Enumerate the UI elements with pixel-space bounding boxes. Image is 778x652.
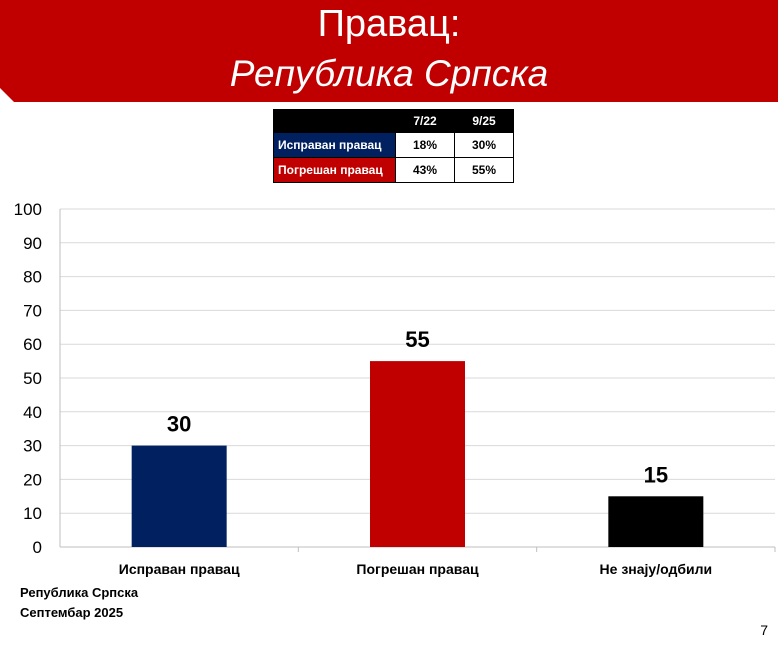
y-tick-label: 80 bbox=[23, 268, 42, 287]
y-tick-label: 40 bbox=[23, 403, 42, 422]
bar bbox=[370, 361, 465, 547]
data-label: 15 bbox=[644, 462, 668, 487]
table-cell: 30% bbox=[454, 132, 514, 158]
table-cell: 18% bbox=[395, 132, 455, 158]
y-tick-label: 30 bbox=[23, 437, 42, 456]
table-row-label: Погрешан правац bbox=[273, 157, 396, 183]
x-tick-label: Не знају/одбили bbox=[600, 561, 713, 577]
y-tick-label: 70 bbox=[23, 301, 42, 320]
page-subtitle: Република Српска bbox=[229, 53, 549, 94]
table-column-header: 7/22 bbox=[395, 109, 455, 133]
table-cell: 55% bbox=[454, 157, 514, 183]
table-column-header: 9/25 bbox=[454, 109, 514, 133]
y-tick-label: 20 bbox=[23, 470, 42, 489]
table-row: Погрешан правац 43% 55% bbox=[273, 157, 514, 183]
comparison-table: 7/22 9/25 Исправан правац 18% 30% Погреш… bbox=[273, 109, 514, 183]
bar-chart: 0 10 20 30 40 50 60 70 80 90 100 30 Исправан правац 5… bbox=[14, 200, 776, 577]
footer-date: Септембар 2025 bbox=[20, 605, 124, 620]
y-tick-label: 90 bbox=[23, 234, 42, 253]
y-tick-label: 50 bbox=[23, 369, 42, 388]
x-tick-label: Исправан правац bbox=[119, 561, 240, 577]
x-tick-label: Погрешан правац bbox=[356, 561, 479, 577]
y-tick-label: 0 bbox=[33, 538, 42, 557]
table-row: Исправан правац 18% 30% bbox=[273, 132, 514, 158]
title-banner bbox=[0, 0, 778, 102]
y-tick-label: 100 bbox=[14, 200, 42, 219]
page-title: Правац: bbox=[317, 3, 461, 45]
table-corner-cell bbox=[273, 109, 396, 133]
bar bbox=[608, 496, 704, 547]
table-row-label: Исправан правац bbox=[273, 132, 396, 158]
page-number: 7 bbox=[760, 622, 768, 638]
data-label: 30 bbox=[167, 412, 191, 437]
y-tick-label: 60 bbox=[23, 335, 42, 354]
table-cell: 43% bbox=[395, 157, 455, 183]
table-header-row: 7/22 9/25 bbox=[273, 109, 514, 133]
y-tick-label: 10 bbox=[23, 504, 42, 523]
data-label: 55 bbox=[405, 327, 429, 352]
footer-region: Република Српска bbox=[20, 585, 139, 600]
bar bbox=[131, 445, 227, 547]
